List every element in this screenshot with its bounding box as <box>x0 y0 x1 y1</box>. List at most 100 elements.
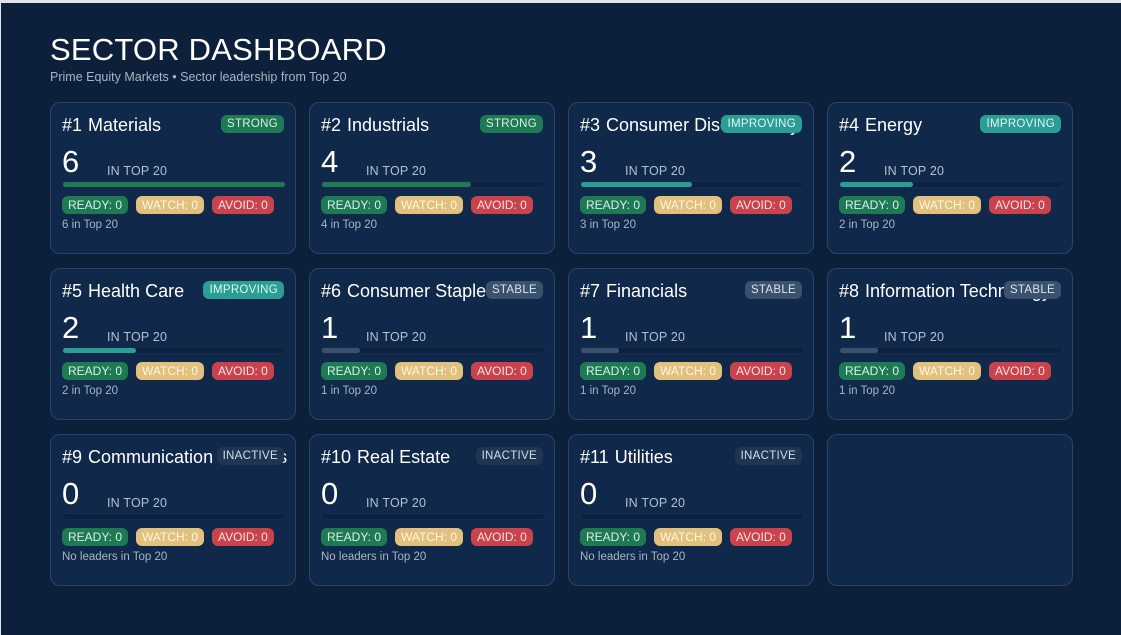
ready-chip[interactable]: READY: 0 <box>580 362 647 380</box>
ready-chip[interactable]: READY: 0 <box>321 196 388 214</box>
card-note: 1 in Top 20 <box>580 385 637 397</box>
leadership-bar <box>580 347 804 354</box>
empty-card-slot <box>827 434 1073 586</box>
card-note: 1 in Top 20 <box>321 385 378 397</box>
ready-chip[interactable]: READY: 0 <box>62 362 129 380</box>
card-note: 6 in Top 20 <box>62 219 119 231</box>
ready-chip[interactable]: READY: 0 <box>580 528 647 546</box>
watch-chip[interactable]: WATCH: 0 <box>395 196 464 214</box>
signal-chips: READY: 0 WATCH: 0 AVOID: 0 <box>62 196 274 214</box>
watch-chip[interactable]: WATCH: 0 <box>136 362 205 380</box>
sector-card[interactable]: #3 Consumer Discretionary IMPROVING 3 IN … <box>568 102 814 254</box>
top20-count: 1 <box>839 310 857 345</box>
card-note: 2 in Top 20 <box>62 385 119 397</box>
status-badge: STRONG <box>221 115 284 133</box>
sector-rank: #3 <box>580 115 601 135</box>
ready-chip[interactable]: READY: 0 <box>321 362 388 380</box>
sector-card[interactable]: #11 Utilities INACTIVE 0 IN TOP 20 READY:… <box>568 434 814 586</box>
watch-chip[interactable]: WATCH: 0 <box>136 196 205 214</box>
sector-name: Materials <box>88 115 162 135</box>
status-badge: IMPROVING <box>721 115 802 133</box>
ready-chip[interactable]: READY: 0 <box>321 528 388 546</box>
ready-chip[interactable]: READY: 0 <box>580 196 647 214</box>
sector-rank: #10 <box>321 447 352 467</box>
signal-chips: READY: 0 WATCH: 0 AVOID: 0 <box>580 196 792 214</box>
leadership-bar <box>62 347 286 354</box>
avoid-chip[interactable]: AVOID: 0 <box>989 362 1051 380</box>
avoid-chip[interactable]: AVOID: 0 <box>730 196 792 214</box>
signal-chips: READY: 0 WATCH: 0 AVOID: 0 <box>62 528 274 546</box>
sector-card[interactable]: #5 Health Care IMPROVING 2 IN TOP 20 READ… <box>50 268 296 420</box>
sector-name: Consumer Staples <box>347 281 496 301</box>
watch-chip[interactable]: WATCH: 0 <box>654 362 723 380</box>
leadership-bar <box>321 347 545 354</box>
avoid-chip[interactable]: AVOID: 0 <box>471 528 533 546</box>
sector-rank: #8 <box>839 281 860 301</box>
page-header: SECTOR DASHBOARD Prime Equity Markets • … <box>50 32 387 84</box>
sector-rank: #7 <box>580 281 601 301</box>
count-label: IN TOP 20 <box>884 330 945 344</box>
signal-chips: READY: 0 WATCH: 0 AVOID: 0 <box>839 362 1051 380</box>
avoid-chip[interactable]: AVOID: 0 <box>730 528 792 546</box>
sector-card[interactable]: #4 Energy IMPROVING 2 IN TOP 20 READY: 0 … <box>827 102 1073 254</box>
sector-card[interactable]: #9 Communication Services INACTIVE 0 IN T… <box>50 434 296 586</box>
sector-rank: #5 <box>62 281 83 301</box>
sector-card[interactable]: #6 Consumer Staples STABLE 1 IN TOP 20 RE… <box>309 268 555 420</box>
watch-chip[interactable]: WATCH: 0 <box>654 196 723 214</box>
leadership-bar-fill <box>63 182 285 187</box>
leadership-bar-fill <box>840 348 878 353</box>
signal-chips: READY: 0 WATCH: 0 AVOID: 0 <box>321 196 533 214</box>
signal-chips: READY: 0 WATCH: 0 AVOID: 0 <box>580 362 792 380</box>
top20-count: 3 <box>580 144 598 179</box>
sector-name: Financials <box>606 281 688 301</box>
top20-count: 1 <box>580 310 598 345</box>
leadership-bar-fill <box>581 348 619 353</box>
count-label: IN TOP 20 <box>884 164 945 178</box>
ready-chip[interactable]: READY: 0 <box>62 528 129 546</box>
sector-title: #2 Industrials <box>321 114 429 136</box>
avoid-chip[interactable]: AVOID: 0 <box>989 196 1051 214</box>
avoid-chip[interactable]: AVOID: 0 <box>212 362 274 380</box>
ready-chip[interactable]: READY: 0 <box>62 196 129 214</box>
avoid-chip[interactable]: AVOID: 0 <box>471 196 533 214</box>
page-subtitle: Prime Equity Markets • Sector leadership… <box>50 70 347 84</box>
avoid-chip[interactable]: AVOID: 0 <box>212 528 274 546</box>
watch-chip[interactable]: WATCH: 0 <box>654 528 723 546</box>
leadership-bar <box>839 181 1063 188</box>
watch-chip[interactable]: WATCH: 0 <box>395 528 464 546</box>
status-badge: STABLE <box>1003 281 1061 299</box>
leadership-bar-fill <box>581 182 692 187</box>
sector-title: #7 Financials <box>580 280 687 302</box>
leadership-bar <box>321 513 545 520</box>
count-label: IN TOP 20 <box>107 330 168 344</box>
ready-chip[interactable]: READY: 0 <box>839 362 906 380</box>
card-note: No leaders in Top 20 <box>62 551 168 563</box>
sector-card[interactable]: #2 Industrials STRONG 4 IN TOP 20 READY: … <box>309 102 555 254</box>
watch-chip[interactable]: WATCH: 0 <box>913 362 982 380</box>
leadership-bar-fill <box>840 182 914 187</box>
top20-count: 0 <box>580 476 598 511</box>
card-note: 3 in Top 20 <box>580 219 637 231</box>
card-note: 4 in Top 20 <box>321 219 378 231</box>
sector-title: #11 Utilities <box>580 446 673 468</box>
sector-card[interactable]: #8 Information Technology STABLE 1 IN TOP… <box>827 268 1073 420</box>
signal-chips: READY: 0 WATCH: 0 AVOID: 0 <box>839 196 1051 214</box>
sector-rank: #6 <box>321 281 342 301</box>
watch-chip[interactable]: WATCH: 0 <box>136 528 205 546</box>
signal-chips: READY: 0 WATCH: 0 AVOID: 0 <box>62 362 274 380</box>
sector-title: #5 Health Care <box>62 280 184 302</box>
sector-card[interactable]: #10 Real Estate INACTIVE 0 IN TOP 20 READ… <box>309 434 555 586</box>
watch-chip[interactable]: WATCH: 0 <box>395 362 464 380</box>
status-badge: INACTIVE <box>475 447 543 465</box>
status-badge: IMPROVING <box>203 281 284 299</box>
count-label: IN TOP 20 <box>366 164 427 178</box>
avoid-chip[interactable]: AVOID: 0 <box>471 362 533 380</box>
sector-card[interactable]: #1 Materials STRONG 6 IN TOP 20 READY: 0 … <box>50 102 296 254</box>
avoid-chip[interactable]: AVOID: 0 <box>730 362 792 380</box>
avoid-chip[interactable]: AVOID: 0 <box>212 196 274 214</box>
sector-card[interactable]: #7 Financials STABLE 1 IN TOP 20 READY: 0… <box>568 268 814 420</box>
ready-chip[interactable]: READY: 0 <box>839 196 906 214</box>
card-note: No leaders in Top 20 <box>321 551 427 563</box>
status-badge: INACTIVE <box>216 447 284 465</box>
watch-chip[interactable]: WATCH: 0 <box>913 196 982 214</box>
